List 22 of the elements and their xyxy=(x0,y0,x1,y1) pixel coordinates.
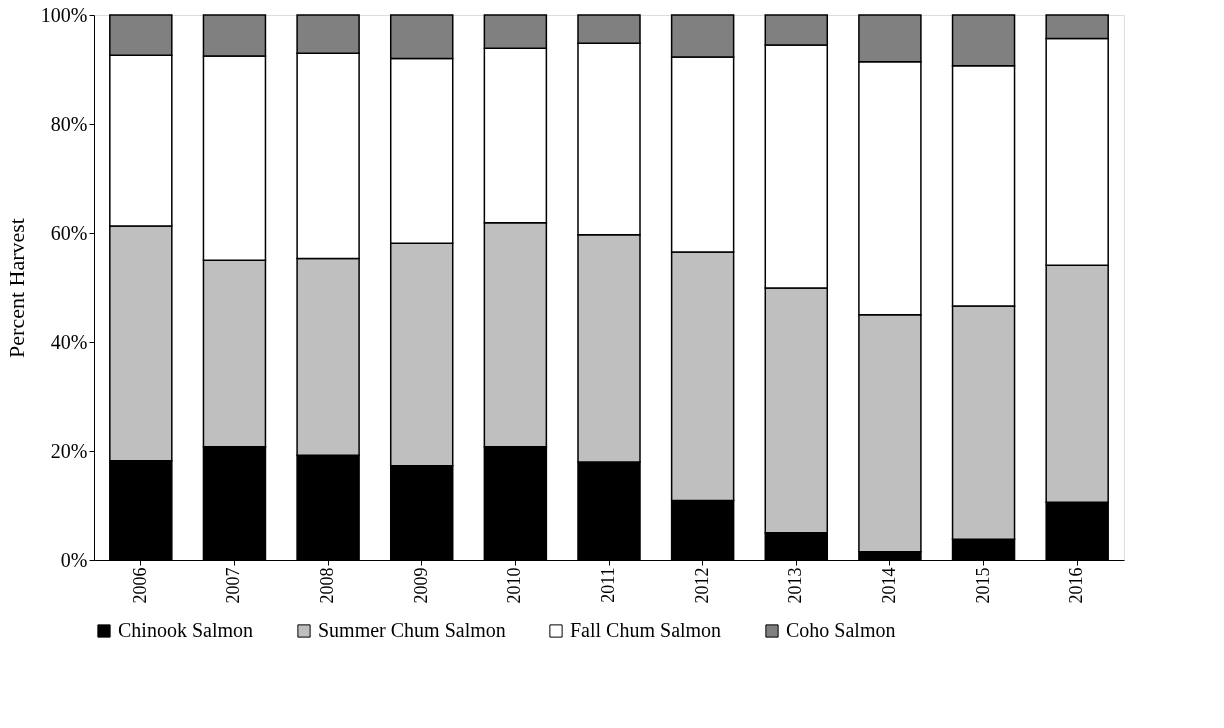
x-tick-label: 2008 xyxy=(317,567,338,604)
legend-label: Chinook Salmon xyxy=(118,619,254,641)
y-tick-label: 60% xyxy=(50,221,88,244)
x-tick-label: 2010 xyxy=(504,567,525,604)
legend-label: Summer Chum Salmon xyxy=(318,619,506,641)
legend-label: Fall Chum Salmon xyxy=(570,619,722,641)
legend-label: Coho Salmon xyxy=(786,619,896,641)
x-tick-label: 2006 xyxy=(129,567,150,604)
x-tick-label: 2011 xyxy=(598,567,618,603)
y-tick-label: 100% xyxy=(40,3,88,26)
x-tick-label: 2012 xyxy=(691,567,712,604)
x-tick-label: 2013 xyxy=(785,567,806,604)
y-axis-title: Percent Harvest xyxy=(3,218,29,358)
x-tick-label: 2009 xyxy=(410,567,431,604)
x-tick-label: 2007 xyxy=(223,567,244,604)
y-tick-label: 80% xyxy=(50,112,88,135)
y-tick-label: 0% xyxy=(60,548,88,571)
y-tick-label: 20% xyxy=(50,439,88,462)
x-tick-label: 2014 xyxy=(878,567,899,604)
x-tick-label: 2015 xyxy=(972,567,993,604)
y-tick-label: 40% xyxy=(50,330,88,353)
x-tick-label: 2016 xyxy=(1066,567,1087,604)
